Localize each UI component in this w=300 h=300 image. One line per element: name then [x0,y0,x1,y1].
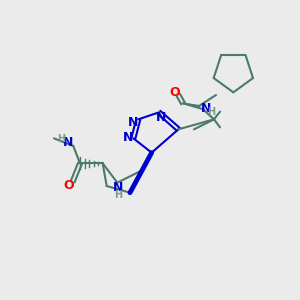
Text: H: H [114,190,122,200]
Text: N: N [128,116,139,129]
Text: N: N [63,136,74,149]
Text: N: N [156,111,166,124]
Text: H: H [57,134,65,144]
Text: N: N [200,103,211,116]
Text: O: O [63,179,74,192]
Text: H: H [208,107,216,117]
Text: O: O [169,86,180,100]
Text: N: N [123,131,134,144]
Text: N: N [113,181,124,194]
